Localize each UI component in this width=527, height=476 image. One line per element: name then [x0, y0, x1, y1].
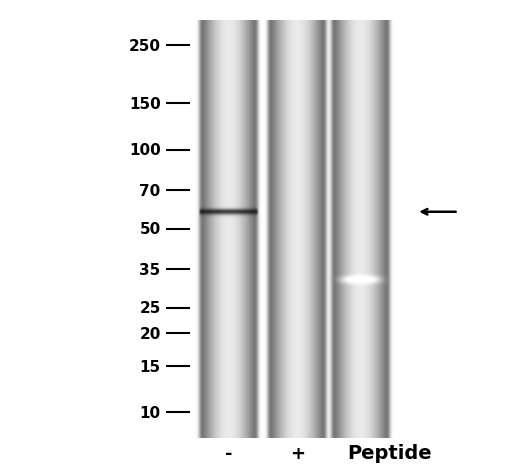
Text: 100: 100	[129, 143, 161, 158]
Text: 250: 250	[129, 39, 161, 53]
Text: 25: 25	[139, 301, 161, 316]
Text: 10: 10	[140, 405, 161, 420]
Text: 35: 35	[140, 262, 161, 278]
Text: -: -	[226, 444, 233, 462]
Text: 50: 50	[140, 222, 161, 237]
Text: 150: 150	[129, 97, 161, 111]
Text: 20: 20	[139, 326, 161, 341]
Text: 70: 70	[140, 183, 161, 198]
Text: 15: 15	[140, 359, 161, 374]
Text: Peptide: Peptide	[348, 443, 432, 462]
Text: +: +	[290, 444, 305, 462]
